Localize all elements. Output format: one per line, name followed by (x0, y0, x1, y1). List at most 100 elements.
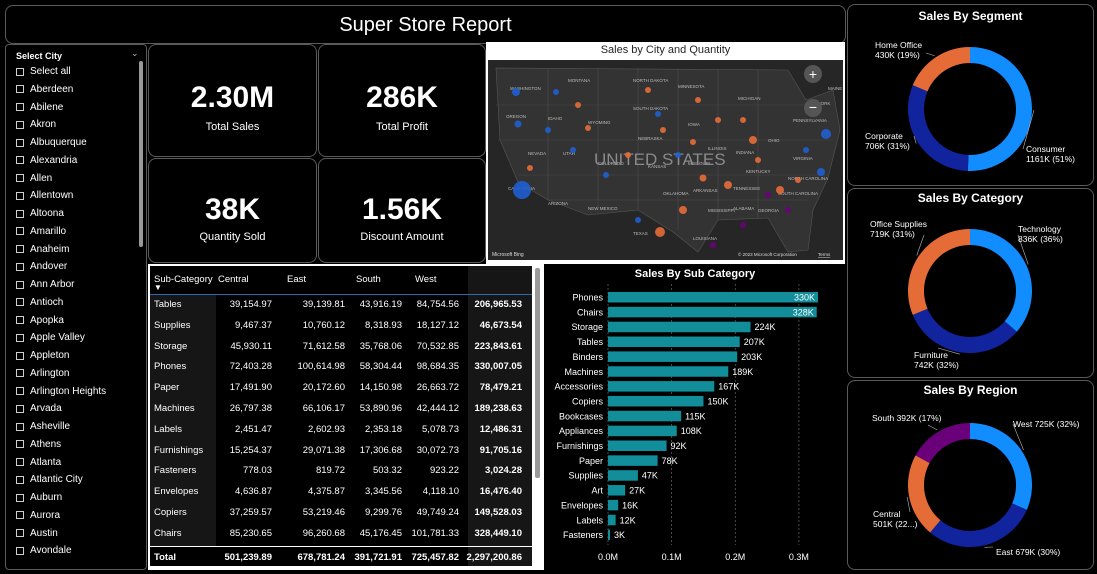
bar[interactable] (608, 321, 751, 333)
donut-slice-central[interactable] (908, 455, 941, 533)
donut-slice-corporate[interactable] (908, 85, 969, 171)
checkbox[interactable] (16, 546, 24, 555)
matrix-scrollbar[interactable] (535, 268, 540, 478)
slicer-item[interactable]: Arvada (16, 403, 62, 414)
slicer-item[interactable]: Alexandria (16, 155, 77, 166)
checkbox[interactable] (16, 422, 24, 431)
donut-slice-consumer[interactable] (967, 47, 1032, 171)
slicer-item[interactable]: Aberdeen (16, 84, 73, 95)
donut-slice-furniture[interactable] (912, 308, 1017, 353)
sort-descending-icon[interactable]: ▼ (154, 283, 162, 292)
slicer-item[interactable]: Akron (16, 119, 56, 130)
city-slicer[interactable]: Select City ⌄ Select all Aberdeen Abilene A… (5, 44, 147, 570)
zoom-in-button[interactable]: + (804, 65, 822, 83)
checkbox[interactable] (16, 103, 24, 111)
column-header-sub-category[interactable]: Sub-Category (154, 274, 213, 285)
slicer-item[interactable]: Antioch (16, 297, 63, 308)
slicer-item[interactable]: Allentown (16, 190, 73, 201)
column-header[interactable]: Central (218, 274, 249, 285)
bar[interactable] (608, 366, 729, 377)
donut-slice-office-supplies[interactable] (908, 229, 970, 315)
checkbox[interactable] (16, 298, 24, 307)
slicer-item[interactable]: Altoona (16, 208, 64, 219)
donut-slice-south[interactable] (915, 423, 970, 464)
checkbox[interactable] (16, 209, 24, 218)
slicer-item[interactable]: Allen (16, 173, 52, 184)
slicer-item[interactable]: Albuquerque (16, 137, 87, 148)
slicer-item[interactable]: Auburn (16, 492, 62, 503)
slicer-item[interactable]: Ann Arbor (16, 279, 74, 290)
map-visual[interactable]: Sales by City and Quantity WASHINGTON MON… (486, 42, 845, 264)
bar[interactable] (608, 499, 619, 511)
column-header[interactable]: South (356, 274, 381, 285)
checkbox[interactable] (16, 227, 24, 236)
checkbox[interactable] (16, 440, 24, 449)
bar[interactable] (608, 529, 610, 541)
bar[interactable] (608, 425, 677, 437)
checkbox[interactable] (16, 280, 24, 289)
slicer-item[interactable]: Select all (16, 66, 71, 77)
slicer-item[interactable]: Asheville (16, 421, 70, 432)
column-header[interactable]: West (415, 274, 437, 285)
map-terms-link[interactable]: Terms (818, 252, 831, 257)
checkbox[interactable] (16, 316, 24, 324)
bar[interactable] (608, 395, 704, 407)
checkbox[interactable] (16, 529, 24, 537)
slicer-item[interactable]: Avondale (16, 545, 72, 556)
checkbox[interactable] (16, 174, 24, 182)
bar[interactable] (608, 514, 616, 526)
map-canvas[interactable]: WASHINGTON MONTANA NORTH DAKOTA MINNESOTA OR… (488, 60, 843, 260)
slicer-item[interactable]: Atlanta (16, 457, 61, 468)
checkbox[interactable] (16, 493, 24, 502)
checkbox[interactable] (16, 458, 24, 466)
slicer-item[interactable]: Amarillo (16, 226, 66, 237)
donut-slice-west[interactable] (970, 423, 1032, 510)
slicer-item[interactable]: Austin (16, 528, 58, 539)
bar[interactable] (608, 336, 740, 348)
slicer-item[interactable]: Apple Valley (16, 332, 85, 343)
checkbox[interactable] (16, 511, 24, 520)
slicer-item[interactable]: Appleton (16, 350, 69, 361)
slicer-item[interactable]: Atlantic City (16, 474, 83, 485)
checkbox[interactable] (16, 351, 24, 360)
slicer-item[interactable]: Athens (16, 439, 61, 450)
bar[interactable] (608, 455, 658, 466)
slicer-item[interactable]: Anaheim (16, 244, 69, 255)
bar[interactable] (608, 351, 738, 362)
checkbox[interactable] (16, 85, 24, 94)
slicer-item[interactable]: Aurora (16, 510, 60, 521)
checkbox[interactable] (16, 333, 24, 342)
checkbox[interactable] (16, 262, 24, 271)
bar[interactable] (608, 306, 817, 318)
table-cell: 42,444.12 (416, 403, 459, 414)
bar[interactable] (608, 292, 818, 303)
slicer-item[interactable]: Arlington Heights (16, 386, 106, 397)
chevron-down-icon[interactable]: ⌄ (131, 48, 139, 58)
bar[interactable] (608, 485, 626, 496)
checkbox[interactable] (16, 387, 24, 395)
checkbox[interactable] (16, 404, 24, 413)
bar[interactable] (608, 410, 682, 422)
city-bubble (603, 172, 609, 178)
checkbox[interactable] (16, 156, 24, 165)
donut-slice-technology[interactable] (970, 229, 1032, 332)
bar[interactable] (608, 470, 638, 481)
checkbox[interactable] (16, 120, 24, 129)
slicer-item[interactable]: Abilene (16, 102, 63, 113)
donut-slice-home-office[interactable] (912, 47, 970, 92)
slicer-item[interactable]: Arlington (16, 368, 69, 379)
bar[interactable] (608, 381, 715, 392)
checkbox[interactable] (16, 475, 24, 484)
checkbox[interactable] (16, 369, 24, 378)
slicer-item[interactable]: Apopka (16, 315, 64, 326)
zoom-out-button[interactable]: − (804, 99, 822, 117)
column-header[interactable]: East (287, 274, 307, 285)
slicer-scrollbar[interactable] (139, 61, 143, 247)
checkbox[interactable] (16, 67, 24, 76)
bar[interactable] (608, 440, 667, 452)
checkbox[interactable] (16, 191, 24, 200)
slicer-item[interactable]: Andover (16, 261, 67, 272)
donut-slice-east[interactable] (930, 503, 1027, 547)
checkbox[interactable] (16, 138, 24, 147)
checkbox[interactable] (16, 245, 24, 253)
